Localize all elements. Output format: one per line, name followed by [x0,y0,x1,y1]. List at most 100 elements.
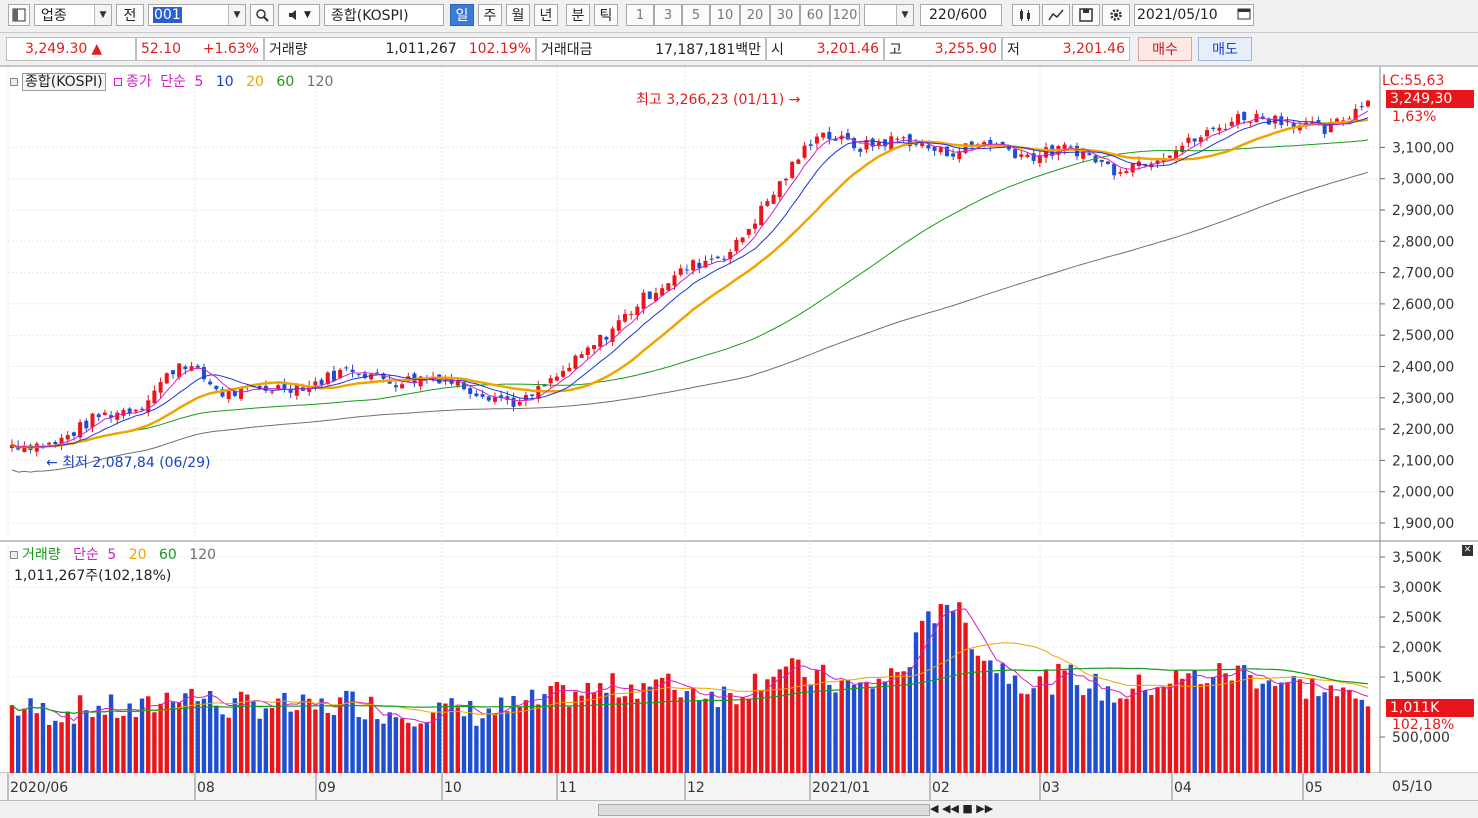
interval-label: 30 [776,7,794,23]
candle-body [140,408,145,410]
close-icon[interactable]: ✕ [1462,545,1473,556]
scroll-bar[interactable]: ◀ ◀◀ ■ ▶▶ [0,800,1478,818]
scroll-thumb[interactable] [598,804,930,816]
buy-button[interactable]: 매수 [1138,37,1192,61]
candle-body [356,373,361,375]
chevron-down-icon[interactable]: ▼ [896,5,913,25]
price-volume-chart[interactable]: 3,100,00 3,000,00 2,900,00 2,800,00 2,700,00… [0,67,1478,801]
candle-body [1062,144,1067,150]
candle-body [1087,153,1092,156]
legend-series-name[interactable]: 종합(KOSPI) [22,73,106,91]
volume-bar [28,698,33,773]
candle-body [808,144,813,146]
last-price-tag: 3,249,30 [1386,90,1474,108]
scroll-nav-icon[interactable]: ◀ ◀◀ ■ ▶▶ [930,802,994,815]
ma10-line [11,117,1369,449]
interval-3[interactable]: 3 [654,4,682,26]
candle-body [951,153,956,157]
name-field[interactable]: 종합(KOSPI) [324,4,444,26]
prev-label: 전 [123,8,137,24]
up-arrow-icon: ▲ [91,41,103,57]
legend-vma120[interactable]: 120 [189,547,216,563]
candle-body [926,145,931,149]
volume-bar [876,678,882,773]
interval-20[interactable]: 20 [740,4,770,26]
volume-tick-label: 500,000 [1392,730,1450,746]
candle-body [96,414,101,418]
date-input[interactable]: 2021/05/10 [1134,4,1254,26]
candle-body [486,396,491,401]
compare-icon[interactable] [1042,4,1070,26]
legend-ma120[interactable]: 120 [306,74,334,90]
prev-button[interactable]: 전 [116,4,144,26]
count-input[interactable]: 220/600 [920,4,1002,26]
volume-bar [232,698,238,773]
candle-body [604,336,609,340]
window-icon[interactable] [8,4,30,26]
legend-ma5[interactable]: 5 [194,74,204,90]
price-tick-label: 3,100,00 [1392,140,1454,156]
period-day[interactable]: 일 [450,4,474,26]
candle-body [579,354,584,358]
legend-close[interactable]: 종가 [126,74,152,90]
candle-body [691,260,696,271]
legend-volume-name[interactable]: 거래량 [22,547,61,563]
volume-bar [628,684,634,773]
candle-body [777,181,782,198]
legend-ma20[interactable]: 20 [246,74,264,90]
candle-body [783,178,788,181]
interval-select[interactable]: ▼ [864,4,914,26]
category-select[interactable]: 업종 ▼ [34,4,112,26]
candle-icon[interactable] [1012,4,1040,26]
volume-bar [864,682,869,773]
search-icon[interactable] [250,4,274,26]
sell-button[interactable]: 매도 [1198,37,1252,61]
volume-bar [573,691,578,773]
interval-1[interactable]: 1 [626,4,654,26]
calendar-icon[interactable] [1237,7,1251,24]
interval-60[interactable]: 60 [800,4,830,26]
interval-120[interactable]: 120 [830,4,860,26]
candle-body [1359,106,1364,108]
x-tick-label: 03 [1042,780,1060,796]
candle-body [957,151,962,160]
volume-bar [1204,683,1210,773]
volume-bar [1050,694,1055,773]
interval-5[interactable]: 5 [682,4,710,26]
volume-bar [1167,683,1173,773]
speaker-icon[interactable]: ▼ [278,4,320,26]
candle-body [226,390,231,400]
candle-body [715,256,720,259]
legend-vma60[interactable]: 60 [158,547,177,563]
volume-bar [1347,689,1352,773]
code-input[interactable]: 001 ▼ [148,4,246,26]
legend-vma5[interactable]: 5 [107,547,117,563]
period-minute[interactable]: 분 [566,4,590,26]
candle-body [845,133,850,140]
interval-30[interactable]: 30 [770,4,800,26]
period-tick[interactable]: 틱 [594,4,618,26]
volume-bar [133,717,139,773]
volume-bar [1235,665,1241,773]
candle-body [127,408,132,414]
legend-vma20[interactable]: 20 [128,547,147,563]
volume-bar [591,692,597,773]
candle-body [257,385,262,389]
period-month[interactable]: 월 [506,4,530,26]
legend-ma10[interactable]: 10 [215,74,234,90]
candle-body [455,381,460,386]
change-value: 52.10 [141,41,182,57]
period-year[interactable]: 년 [534,4,558,26]
chevron-down-icon[interactable]: ▼ [94,5,111,25]
gear-icon[interactable] [1102,4,1130,26]
chart-area[interactable]: 3,100,00 3,000,00 2,900,00 2,800,00 2,700,00… [0,66,1478,801]
price-tick-label: 2,500,00 [1392,328,1454,344]
legend-ma60[interactable]: 60 [276,74,295,90]
period-week[interactable]: 주 [478,4,502,26]
chevron-down-icon[interactable]: ▼ [228,5,245,25]
volume-bar [480,718,485,773]
interval-10[interactable]: 10 [710,4,740,26]
save-icon[interactable] [1072,4,1100,26]
volume-bar [443,703,448,773]
volume-bar [919,620,925,773]
